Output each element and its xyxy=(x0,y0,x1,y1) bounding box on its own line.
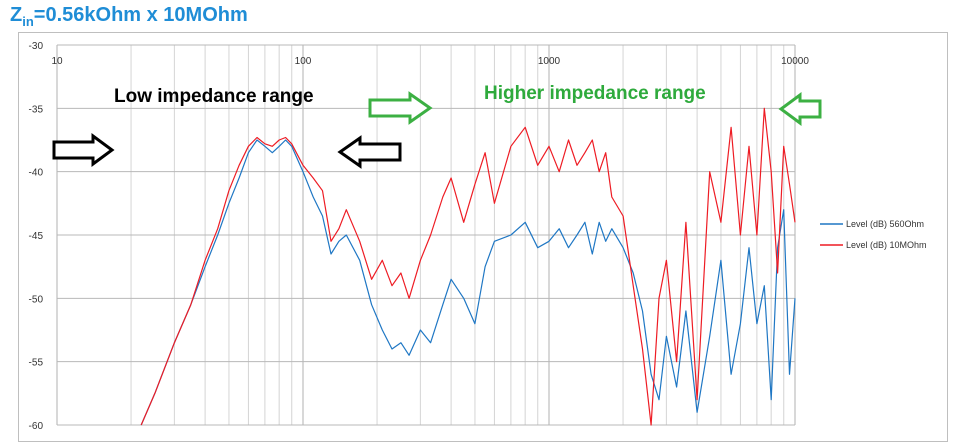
series-line-10mohm xyxy=(140,107,796,426)
low-range-start-arrow-icon xyxy=(52,133,115,167)
y-tick-label: -45 xyxy=(29,231,44,242)
y-tick-label: -30 xyxy=(29,41,44,52)
higher-impedance-label: Higher impedance range xyxy=(484,83,706,104)
y-tick-label: -55 xyxy=(29,358,44,369)
legend: Level (dB) 560Ohm Level (dB) 10MOhm xyxy=(820,219,927,250)
low-impedance-label: Low impedance range xyxy=(114,86,314,107)
chart-frame xyxy=(18,32,948,442)
series-line-560ohm xyxy=(140,139,796,426)
y-tick-label: -50 xyxy=(29,294,44,305)
legend-label-10mohm: Level (dB) 10MOhm xyxy=(846,240,927,250)
title-rest: =0.56kOhm x 10MOhm xyxy=(33,4,248,26)
high-range-start-arrow-icon xyxy=(368,91,433,125)
y-tick-label: -60 xyxy=(29,421,44,432)
annotations: Low impedance range Higher impedance ran… xyxy=(52,83,822,169)
title-subscript: in xyxy=(22,14,34,29)
low-range-end-arrow-icon xyxy=(337,135,402,169)
chart-title: Zin=0.56kOhm x 10MOhm xyxy=(10,4,248,29)
y-tick-label: -40 xyxy=(29,168,44,179)
tick-labels: 10 100 1000 10000 -30 -35 -40 -45 -50 -55 -60 xyxy=(29,41,810,432)
x-tick-label: 100 xyxy=(295,56,312,67)
x-tick-label: 1000 xyxy=(538,56,561,67)
x-tick-label: 10000 xyxy=(781,56,809,67)
x-tick-label: 10 xyxy=(51,56,63,67)
high-range-end-arrow-icon xyxy=(778,92,822,126)
series-lines xyxy=(140,107,796,426)
y-tick-label: -35 xyxy=(29,104,44,115)
title-main: Z xyxy=(10,4,23,26)
legend-label-560ohm: Level (dB) 560Ohm xyxy=(846,219,924,229)
